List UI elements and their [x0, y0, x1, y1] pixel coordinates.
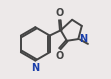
Text: O: O — [55, 51, 63, 61]
Text: N: N — [31, 63, 39, 73]
Text: O: O — [56, 8, 64, 18]
Text: N: N — [79, 35, 87, 44]
